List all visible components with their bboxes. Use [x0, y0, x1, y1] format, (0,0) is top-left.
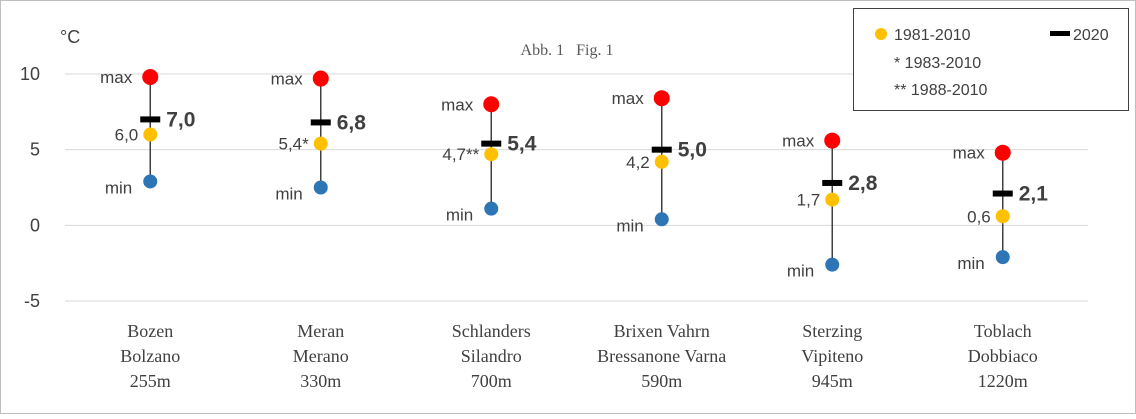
data-label-2020: 5,0: [678, 139, 707, 162]
x-tick-label: 945m: [812, 371, 853, 391]
max-point: [142, 69, 159, 86]
y-tick-label: 5: [30, 140, 40, 160]
legend-note-1988: ** 1988-2010: [894, 82, 988, 99]
min-label: min: [105, 178, 132, 197]
x-tick-label: Vipiteno: [801, 346, 863, 366]
legend-2020-label: 2020: [1073, 27, 1109, 44]
mean-point: [484, 147, 499, 162]
min-point: [143, 174, 158, 189]
axis-layer: -5 0 5 10 Bozen Bolzano 255m Meran Merano 330m Sch…: [20, 64, 1038, 391]
max-point: [483, 96, 500, 113]
mean-point: [654, 154, 669, 169]
max-label: max: [271, 70, 304, 89]
y-tick-label: 10: [20, 64, 40, 84]
x-tick-label: 330m: [300, 371, 341, 391]
legend: 1981-2010 2020 * 1983-2010 ** 1988-2010: [853, 8, 1129, 111]
max-label: max: [612, 89, 645, 108]
max-point: [653, 90, 670, 107]
mean-data-label: 5,4*: [279, 135, 310, 154]
grid-layer: [65, 73, 1088, 302]
marker-2020: [822, 179, 843, 186]
min-label: min: [446, 206, 473, 225]
min-label: min: [787, 262, 814, 281]
mean-data-label: 4,2: [626, 153, 650, 172]
min-point: [995, 250, 1010, 265]
legend-mean-label: 1981-2010: [894, 27, 971, 44]
y-tick-label: 0: [30, 215, 40, 235]
x-tick-label: Bozen: [127, 321, 173, 341]
legend-2020-marker: [1050, 31, 1070, 36]
chart-title: Abb. 1 Fig. 1: [521, 42, 614, 59]
min-label: min: [275, 185, 302, 204]
x-tick-label: Toblach: [974, 321, 1032, 341]
max-label: max: [100, 68, 133, 87]
mean-point: [143, 127, 158, 142]
min-point: [484, 201, 499, 216]
data-label-2020: 2,8: [848, 172, 878, 195]
max-point: [994, 144, 1011, 161]
legend-box: [853, 8, 1129, 111]
min-point: [825, 257, 840, 272]
marker-2020: [310, 119, 331, 126]
x-tick-label: Schlanders: [452, 321, 531, 341]
min-label: min: [616, 216, 643, 235]
x-tick-label: Bressanone Varna: [597, 346, 726, 366]
marker-2020: [140, 116, 161, 123]
x-tick-label: 700m: [471, 371, 512, 391]
mean-point: [995, 209, 1010, 224]
data-label-2020: 2,1: [1019, 183, 1049, 206]
legend-mean-marker: [875, 28, 887, 40]
mean-data-label: 4,7**: [442, 145, 479, 164]
y-axis-unit: °C: [60, 27, 80, 47]
x-tick-label: Sterzing: [802, 321, 862, 341]
marker-2020: [481, 140, 502, 147]
mean-point: [313, 136, 328, 151]
legend-note-1983: * 1983-2010: [894, 55, 981, 72]
marker-2020: [992, 190, 1013, 197]
x-tick-label: Bolzano: [120, 346, 180, 366]
x-tick-label: Silandro: [461, 346, 522, 366]
marker-2020: [651, 146, 672, 153]
x-tick-label: Meran: [297, 321, 344, 341]
mean-point: [825, 192, 840, 207]
min-point: [654, 212, 669, 227]
data-label-2020: 7,0: [166, 108, 195, 131]
max-point: [312, 70, 329, 87]
x-tick-label: Dobbiaco: [968, 346, 1038, 366]
min-point: [313, 180, 328, 195]
max-label: max: [441, 95, 474, 114]
x-tick-label: 255m: [130, 371, 171, 391]
x-tick-label: Merano: [293, 346, 349, 366]
max-label: max: [782, 132, 815, 151]
mean-data-label: 1,7: [797, 191, 821, 210]
y-tick-label: -5: [24, 291, 40, 311]
data-label-2020: 6,8: [337, 111, 367, 134]
max-point: [824, 132, 841, 149]
x-tick-label: Brixen Vahrn: [614, 321, 710, 341]
x-tick-label: 1220m: [978, 371, 1028, 391]
data-label-2020: 5,4: [507, 133, 537, 156]
max-label: max: [953, 144, 986, 163]
min-label: min: [957, 254, 984, 273]
mean-data-label: 0,6: [967, 207, 991, 226]
x-tick-label: 590m: [641, 371, 682, 391]
marks-layer: max min 6,0 7,0 max min 5,4* 6,8 max min 4,7** 5,4 m…: [100, 68, 1048, 281]
mean-data-label: 6,0: [115, 126, 139, 145]
